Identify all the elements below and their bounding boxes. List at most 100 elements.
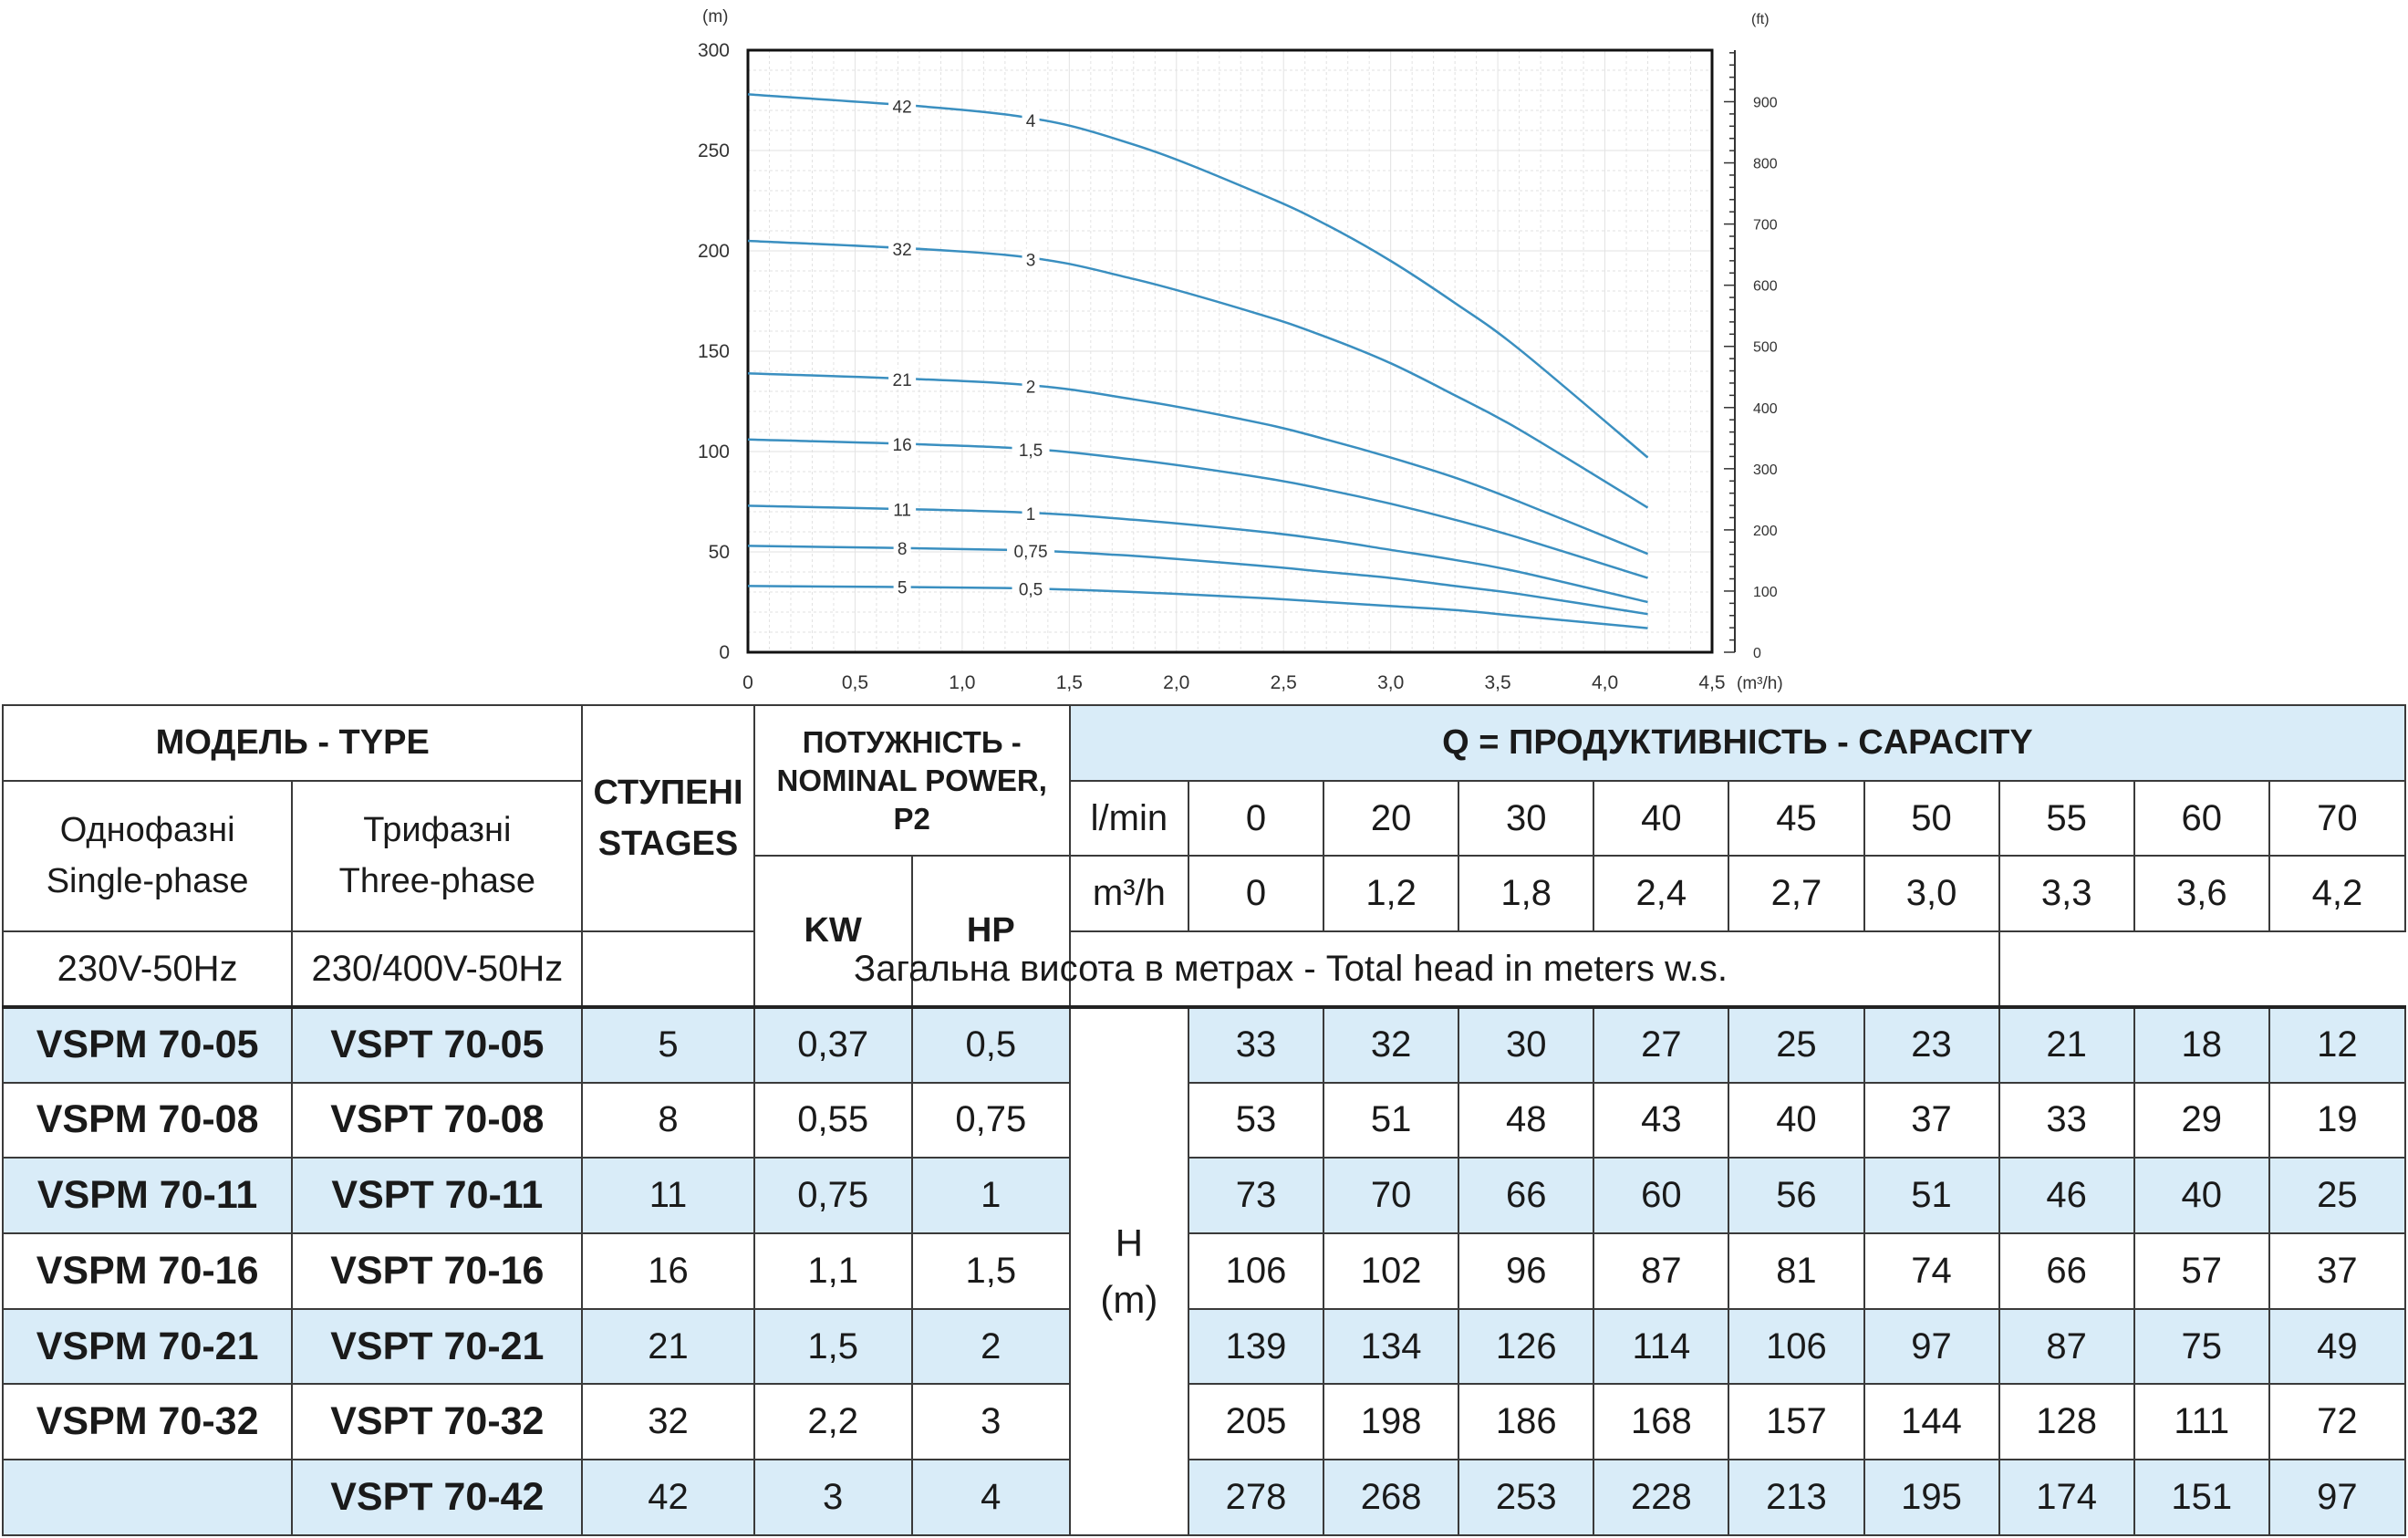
head-value: 33 — [1187, 1004, 1325, 1084]
head-value: 53 — [1187, 1081, 1325, 1159]
kw-value: 1,5 — [752, 1307, 913, 1386]
stages-value: 8 — [581, 1081, 755, 1159]
ft-tick-label: 600 — [1753, 279, 1778, 295]
head-value: 70 — [1323, 1157, 1460, 1235]
three-phase-model: VSPT 70-08 — [291, 1081, 584, 1159]
stage-label-bg — [888, 238, 917, 259]
performance-table: МОДЕЛЬ - TYPE СТУПЕНІ STAGES ПОТУЖНІСТЬ … — [1, 703, 2407, 1537]
power-label: 4 — [1026, 112, 1036, 131]
single-phase-model: VSPM 70-11 — [1, 1157, 294, 1235]
head-value: 18 — [2133, 1004, 2270, 1084]
h-unit-label: H (m) — [1068, 1004, 1189, 1537]
stage-label: 8 — [898, 540, 908, 559]
hp-value: 0,5 — [910, 1004, 1071, 1084]
m3h-value: 2,7 — [1728, 855, 1865, 933]
power-label-bg — [1022, 109, 1040, 130]
head-value: 30 — [1458, 1004, 1595, 1084]
table-row: VSPM 70-05 VSPT 70-05 5 0,37 0,5 H (m) 33 32 30 2… — [1, 1004, 2407, 1537]
single-phase-model: VSPM 70-08 — [1, 1081, 294, 1159]
single-phase-model — [1, 1459, 294, 1536]
head-value: 49 — [2268, 1307, 2407, 1386]
head-value: 32 — [1323, 1004, 1460, 1084]
lmin-value: 60 — [2133, 779, 2270, 857]
chart-grid — [747, 49, 1713, 653]
single-phase-model: VSPM 70-16 — [1, 1232, 294, 1310]
stages-value: 5 — [581, 1004, 755, 1084]
stages-value: 32 — [581, 1383, 755, 1461]
head-value: 114 — [1593, 1307, 1730, 1386]
stage-label: 32 — [893, 241, 912, 260]
single-phase-model: VSPM 70-32 — [1, 1383, 294, 1461]
stage-label-bg — [888, 498, 917, 519]
kw-value: 3 — [752, 1459, 913, 1536]
three-phase-model: VSPT 70-05 — [291, 1004, 584, 1084]
head-value: 27 — [1593, 1004, 1730, 1084]
m3h-value: 0 — [1187, 855, 1325, 933]
head-value: 268 — [1323, 1459, 1460, 1536]
three-phase-model: VSPT 70-16 — [291, 1232, 584, 1310]
table-row: VSPM 70-11 VSPT 70-11 11 0,75 1 73 70 66 60 56 51 4… — [1, 1157, 2407, 1235]
head-value: 102 — [1323, 1232, 1460, 1310]
y-axis-ticks: 0 50 100 150 200 250 300 — [698, 40, 730, 663]
head-value: 37 — [1863, 1081, 2000, 1159]
head-value: 81 — [1728, 1232, 1865, 1310]
x-tick-label: 3,0 — [1377, 672, 1404, 693]
head-value: 72 — [2268, 1383, 2407, 1461]
head-value: 29 — [2133, 1081, 2270, 1159]
stages-header: СТУПЕНІ STAGES — [581, 703, 755, 933]
head-value: 87 — [1998, 1307, 2135, 1386]
head-value: 75 — [2133, 1307, 2270, 1386]
ft-axis: 0 100 200 300 400 500 600 700 800 900 — [1724, 50, 1778, 661]
head-value: 73 — [1187, 1157, 1325, 1235]
y-tick-label: 150 — [698, 341, 730, 362]
three-phase-model: VSPT 70-32 — [291, 1383, 584, 1461]
curve-stages-5 — [747, 585, 1648, 629]
hp-value: 4 — [910, 1459, 1071, 1536]
head-value: 51 — [1863, 1157, 2000, 1235]
stage-label: 21 — [893, 371, 912, 390]
head-value: 66 — [1998, 1232, 2135, 1310]
y-tick-label: 0 — [719, 642, 730, 663]
single-phase-model: VSPM 70-05 — [1, 1004, 294, 1084]
head-value: 106 — [1187, 1232, 1325, 1310]
curve-stages-16 — [747, 438, 1648, 579]
ft-tick-label: 100 — [1753, 585, 1778, 600]
power-header: ПОТУЖНІСТЬ - NOMINAL POWER, P2 — [752, 703, 1071, 857]
y-tick-label: 300 — [698, 40, 730, 61]
lmin-value: 40 — [1593, 779, 1730, 857]
curve-stages-8 — [747, 545, 1648, 616]
lmin-value: 45 — [1728, 779, 1865, 857]
x-tick-label: 2,0 — [1163, 672, 1189, 693]
y-unit-label: (m) — [702, 7, 728, 26]
ft-tick-label: 700 — [1753, 218, 1778, 234]
stage-label: 5 — [898, 579, 908, 598]
power-label: 0,5 — [1019, 580, 1043, 599]
head-value: 97 — [1863, 1307, 2000, 1386]
head-value: 195 — [1863, 1459, 2000, 1536]
table-row: VSPM 70-16 VSPT 70-16 16 1,1 1,5 106 102 96 87 81… — [1, 1232, 2407, 1310]
stage-label-bg — [888, 95, 917, 116]
head-value: 111 — [2133, 1383, 2270, 1461]
head-value: 33 — [1998, 1081, 2135, 1159]
ft-tick-label: 300 — [1753, 462, 1778, 478]
head-value: 74 — [1863, 1232, 2000, 1310]
power-label-bg — [1022, 248, 1040, 269]
hp-value: 1,5 — [910, 1232, 1071, 1310]
ft-tick-label: 800 — [1753, 157, 1778, 172]
three-phase-header: Трифазні Three-phase — [291, 779, 584, 933]
kw-value: 2,2 — [752, 1383, 913, 1461]
power-label: 1,5 — [1019, 442, 1043, 461]
hp-value: 3 — [910, 1383, 1071, 1461]
ft-unit-label: (ft) — [1751, 12, 1770, 27]
power-label-bg — [1012, 439, 1050, 460]
single-voltage: 230V-50Hz — [1, 930, 294, 1008]
head-value: 139 — [1187, 1307, 1325, 1386]
head-value: 21 — [1998, 1004, 2135, 1084]
head-value: 25 — [1728, 1004, 1865, 1084]
x-tick-label: 4,5 — [1698, 672, 1725, 693]
head-value: 66 — [1458, 1157, 1595, 1235]
power-label-bg — [1022, 502, 1040, 523]
hp-value: 0,75 — [910, 1081, 1071, 1159]
x-tick-label: 1,0 — [949, 672, 975, 693]
plot-frame — [746, 48, 1714, 654]
